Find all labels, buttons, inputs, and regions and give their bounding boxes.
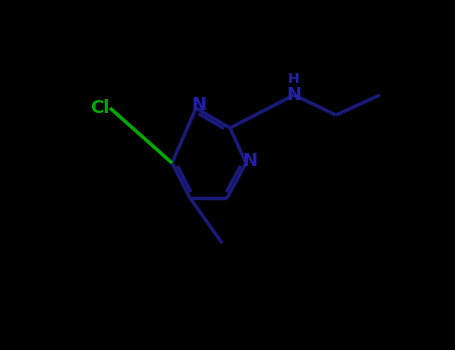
Text: N: N xyxy=(243,152,258,170)
Text: N: N xyxy=(287,86,302,104)
Text: H: H xyxy=(288,72,300,86)
Text: Cl: Cl xyxy=(90,99,110,117)
Text: N: N xyxy=(192,96,207,114)
